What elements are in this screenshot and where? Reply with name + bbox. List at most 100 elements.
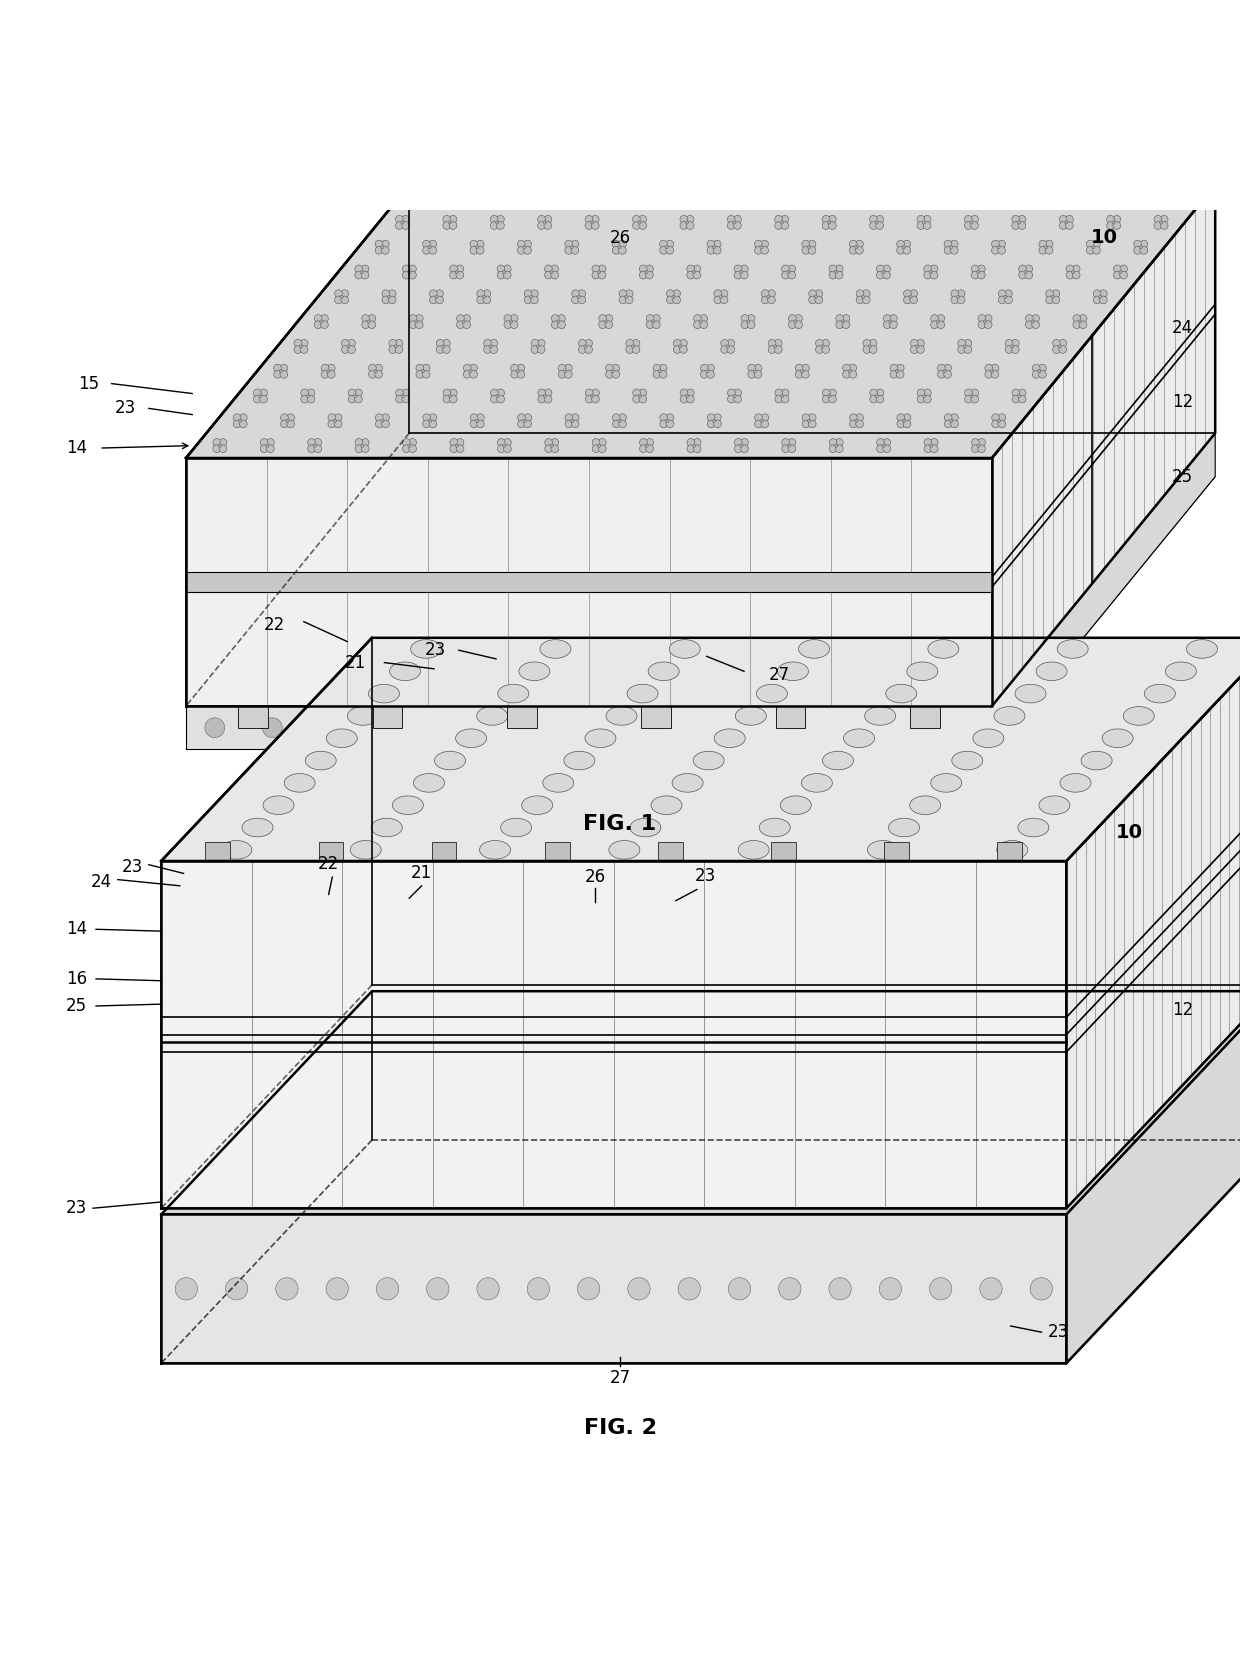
Ellipse shape bbox=[822, 752, 853, 770]
Circle shape bbox=[361, 1127, 370, 1135]
Circle shape bbox=[985, 198, 992, 204]
Circle shape bbox=[564, 370, 567, 374]
Circle shape bbox=[423, 364, 430, 372]
Circle shape bbox=[884, 1159, 893, 1167]
Circle shape bbox=[795, 191, 802, 198]
Circle shape bbox=[930, 1278, 952, 1300]
Circle shape bbox=[1105, 1038, 1109, 1041]
Circle shape bbox=[1095, 1101, 1099, 1104]
Circle shape bbox=[402, 266, 410, 272]
Circle shape bbox=[720, 339, 728, 347]
Circle shape bbox=[1140, 241, 1148, 247]
Text: 22: 22 bbox=[264, 616, 285, 634]
Circle shape bbox=[666, 420, 673, 428]
Circle shape bbox=[476, 413, 484, 422]
Circle shape bbox=[579, 339, 587, 347]
Circle shape bbox=[904, 295, 911, 304]
Circle shape bbox=[611, 364, 620, 372]
Text: 24: 24 bbox=[1172, 319, 1193, 337]
Circle shape bbox=[613, 413, 620, 422]
Circle shape bbox=[937, 315, 945, 322]
Ellipse shape bbox=[756, 684, 787, 702]
Circle shape bbox=[760, 420, 764, 422]
Circle shape bbox=[908, 1127, 916, 1135]
Circle shape bbox=[1054, 1038, 1058, 1041]
Circle shape bbox=[218, 443, 222, 447]
Circle shape bbox=[673, 1071, 682, 1079]
Circle shape bbox=[828, 388, 836, 397]
Circle shape bbox=[470, 420, 477, 428]
Ellipse shape bbox=[305, 752, 336, 770]
Circle shape bbox=[978, 320, 986, 329]
Circle shape bbox=[371, 1071, 379, 1079]
Circle shape bbox=[593, 1096, 601, 1104]
Circle shape bbox=[1030, 320, 1034, 324]
Circle shape bbox=[660, 198, 667, 204]
Circle shape bbox=[300, 339, 308, 347]
Circle shape bbox=[376, 413, 383, 422]
Ellipse shape bbox=[997, 840, 1028, 860]
Circle shape bbox=[331, 1159, 340, 1167]
Circle shape bbox=[579, 345, 587, 354]
Circle shape bbox=[660, 241, 667, 247]
Circle shape bbox=[632, 1006, 635, 1009]
Circle shape bbox=[802, 413, 810, 422]
Circle shape bbox=[517, 364, 525, 372]
Ellipse shape bbox=[522, 795, 553, 815]
Circle shape bbox=[517, 241, 526, 247]
Circle shape bbox=[898, 1190, 906, 1199]
Circle shape bbox=[326, 1278, 348, 1300]
Circle shape bbox=[552, 1038, 554, 1041]
Circle shape bbox=[843, 1101, 847, 1104]
Circle shape bbox=[409, 320, 417, 329]
Circle shape bbox=[875, 395, 884, 403]
Ellipse shape bbox=[368, 684, 399, 702]
Circle shape bbox=[1109, 1134, 1117, 1142]
Circle shape bbox=[775, 222, 782, 229]
Circle shape bbox=[450, 445, 458, 453]
Circle shape bbox=[977, 445, 986, 453]
Circle shape bbox=[301, 395, 309, 403]
Circle shape bbox=[693, 266, 701, 272]
Circle shape bbox=[445, 1197, 454, 1207]
Circle shape bbox=[994, 1101, 997, 1104]
Circle shape bbox=[1127, 191, 1135, 198]
Circle shape bbox=[1012, 345, 1019, 354]
Circle shape bbox=[877, 438, 884, 447]
Circle shape bbox=[875, 216, 884, 222]
Circle shape bbox=[201, 1190, 210, 1199]
Circle shape bbox=[883, 1006, 887, 1009]
Circle shape bbox=[603, 1197, 611, 1207]
Circle shape bbox=[702, 1038, 706, 1041]
Circle shape bbox=[1236, 999, 1240, 1008]
Circle shape bbox=[682, 1165, 686, 1169]
Text: 10: 10 bbox=[1091, 227, 1118, 247]
Circle shape bbox=[975, 1064, 983, 1072]
Circle shape bbox=[475, 246, 479, 249]
Circle shape bbox=[428, 246, 432, 249]
Polygon shape bbox=[776, 706, 806, 729]
Circle shape bbox=[773, 1069, 776, 1072]
Circle shape bbox=[1012, 388, 1019, 397]
Circle shape bbox=[797, 1197, 806, 1207]
Circle shape bbox=[983, 1006, 987, 1009]
Circle shape bbox=[619, 290, 626, 297]
Circle shape bbox=[531, 1006, 534, 1009]
Circle shape bbox=[361, 266, 368, 272]
Circle shape bbox=[935, 1165, 944, 1174]
Ellipse shape bbox=[864, 707, 895, 725]
Circle shape bbox=[461, 1132, 465, 1137]
Circle shape bbox=[599, 445, 606, 453]
Circle shape bbox=[764, 1127, 773, 1135]
Circle shape bbox=[754, 191, 761, 198]
Circle shape bbox=[1100, 290, 1107, 297]
Circle shape bbox=[971, 395, 978, 403]
Circle shape bbox=[619, 246, 626, 254]
Circle shape bbox=[537, 345, 546, 354]
Circle shape bbox=[341, 290, 348, 297]
Circle shape bbox=[777, 1159, 785, 1167]
Circle shape bbox=[637, 221, 641, 224]
Circle shape bbox=[626, 345, 634, 354]
Circle shape bbox=[619, 420, 626, 428]
Circle shape bbox=[475, 1165, 484, 1174]
